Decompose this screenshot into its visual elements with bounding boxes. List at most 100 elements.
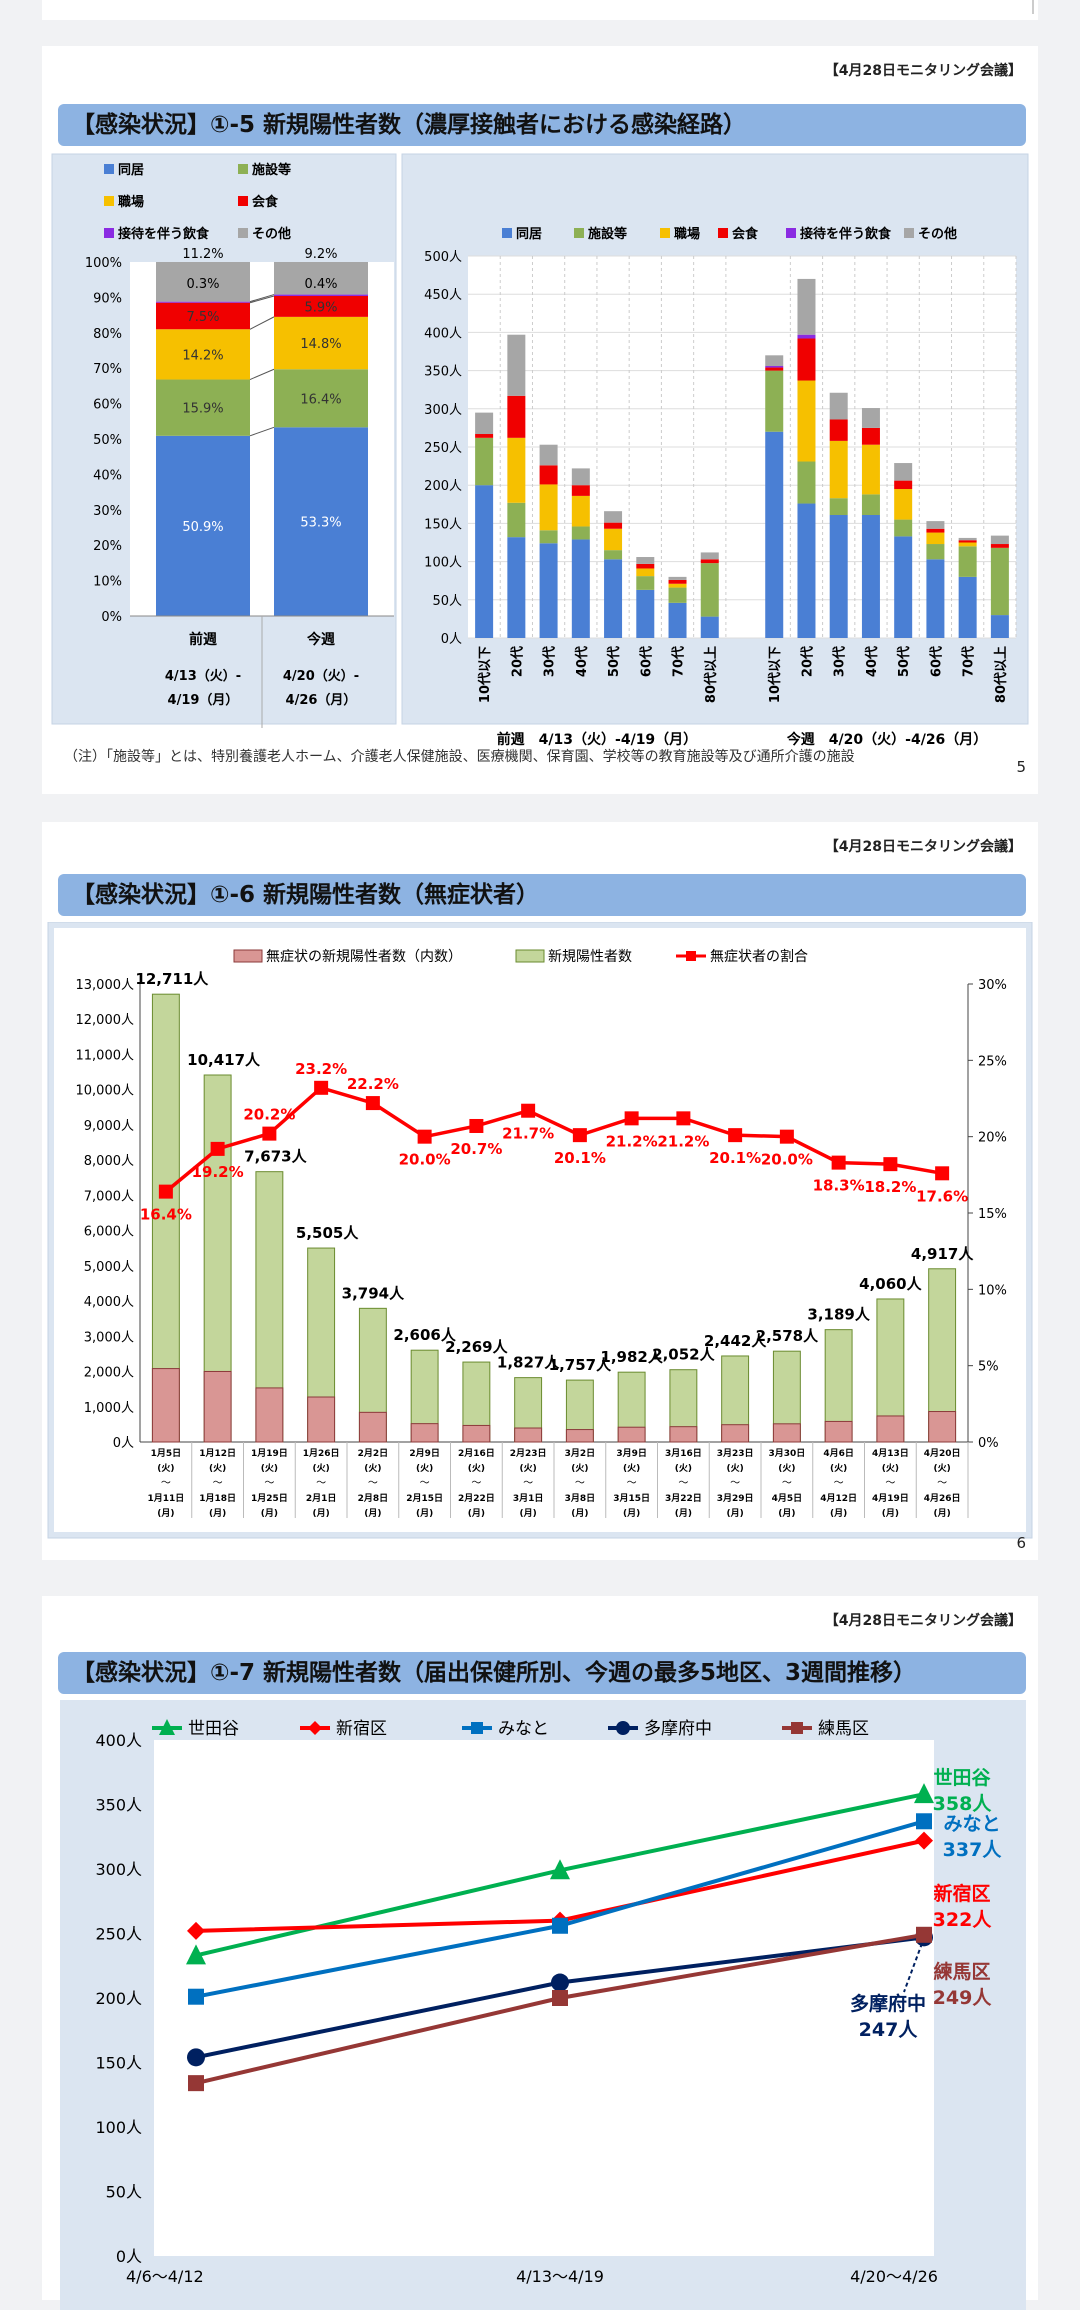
bar-segment xyxy=(668,602,687,638)
bar-segment xyxy=(829,419,848,441)
ratio-point xyxy=(935,1166,950,1181)
day-label: (月) xyxy=(520,1508,537,1519)
legend-swatch xyxy=(660,228,670,238)
tilde: 〜 xyxy=(264,1478,274,1489)
y-tick-label: 2,000人 xyxy=(84,1366,134,1381)
legend-swatch xyxy=(718,228,728,238)
data-label: 50.9% xyxy=(182,520,223,535)
category-label: 70代 xyxy=(961,646,977,677)
total-label: 2,606人 xyxy=(393,1326,456,1344)
bar-segment xyxy=(507,395,526,438)
category-label: 80代以上 xyxy=(993,646,1009,703)
bar-segment xyxy=(475,434,494,438)
bar-segment xyxy=(156,262,250,302)
week-start: 1月19日 xyxy=(251,1448,288,1459)
ratio-point xyxy=(572,1128,587,1143)
legend-label: 会食 xyxy=(252,194,279,210)
bar-segment xyxy=(636,568,655,577)
day-label: (火) xyxy=(675,1463,692,1474)
total-label: 4,917人 xyxy=(911,1245,974,1263)
page-number: 5 xyxy=(1016,758,1026,776)
category-label: 60代 xyxy=(928,646,944,677)
legend-swatch xyxy=(686,951,696,961)
slide-5: 【4月28日モニタリング会議】 【感染状況】①-5 新規陽性者数（濃厚接触者にお… xyxy=(42,46,1038,794)
group-label: 前週 4/13（火）-4/19（月） xyxy=(497,731,697,748)
ratio-point xyxy=(365,1096,380,1111)
y-tick-label: 4,000人 xyxy=(84,1295,134,1310)
y-tick-label: 80% xyxy=(93,327,122,342)
bar-segment xyxy=(990,535,1009,545)
previous-slide-edge xyxy=(42,0,1038,20)
series-marker xyxy=(471,1722,483,1734)
period-label: 4/13（火）- xyxy=(165,668,241,684)
bar-segment xyxy=(571,485,590,496)
bar-segment xyxy=(571,539,590,638)
data-label: 0.3% xyxy=(186,277,219,292)
y-tick-label: 40% xyxy=(93,468,122,483)
week-end: 2月8日 xyxy=(358,1493,389,1504)
week-end: 4月12日 xyxy=(820,1493,857,1504)
category-label: 30代 xyxy=(542,646,558,677)
data-label: 16.4% xyxy=(300,392,341,407)
y-tick-label: 10% xyxy=(93,575,122,590)
legend-swatch xyxy=(104,228,114,238)
asymptomatic-bar xyxy=(307,1396,336,1443)
y-tick-label: 100% xyxy=(85,256,122,271)
y-tick-label: 11,000人 xyxy=(76,1048,135,1063)
day-label: (月) xyxy=(261,1508,278,1519)
legend-swatch xyxy=(502,228,512,238)
data-label: 5.9% xyxy=(304,300,337,315)
bar-segment xyxy=(274,295,368,317)
tilde: 〜 xyxy=(627,1478,637,1489)
tilde: 〜 xyxy=(420,1478,430,1489)
tilde: 〜 xyxy=(161,1478,171,1489)
y2-tick-label: 30% xyxy=(978,978,1007,993)
tilde: 〜 xyxy=(885,1478,895,1489)
connector-line xyxy=(249,316,275,330)
ratio-label: 19.2% xyxy=(192,1163,244,1181)
connector-line xyxy=(249,368,275,380)
end-value: 358人 xyxy=(933,1793,993,1815)
ratio-point xyxy=(262,1126,277,1141)
bar-segment xyxy=(636,576,655,590)
legend-label: 接待を伴う飲食 xyxy=(800,226,892,242)
total-label: 3,189人 xyxy=(807,1306,870,1324)
total-label: 1,827人 xyxy=(497,1354,560,1372)
total-label: 2,269人 xyxy=(445,1338,508,1356)
ratio-point xyxy=(883,1157,898,1172)
data-label: 7.5% xyxy=(186,310,219,325)
ratio-line xyxy=(164,1085,943,1193)
legend-swatch xyxy=(104,196,114,206)
end-name: みなと xyxy=(943,1813,1000,1835)
group-label: 今週 4/20（火）-4/26（月） xyxy=(786,731,987,748)
meeting-label: 【4月28日モニタリング会議】 xyxy=(824,63,1022,79)
week-start: 3月16日 xyxy=(665,1448,702,1459)
tilde: 〜 xyxy=(678,1478,688,1489)
legend-label: その他 xyxy=(918,226,957,242)
y-tick-label: 50% xyxy=(93,433,122,448)
series-marker xyxy=(915,1831,933,1850)
ratio-point xyxy=(676,1111,691,1126)
day-label: (月) xyxy=(675,1508,692,1519)
period-label: 4/19（月） xyxy=(168,692,239,708)
legend-swatch xyxy=(104,164,114,174)
asymptomatic-bar xyxy=(358,1411,387,1443)
data-label: 0.4% xyxy=(304,277,337,292)
legend-swatch xyxy=(904,228,914,238)
bar-segment xyxy=(926,521,945,529)
y-tick-label: 450人 xyxy=(424,288,462,303)
x-tick-label: 4/13～4/19 xyxy=(516,2267,604,2286)
legend-swatch xyxy=(786,228,796,238)
bar-segment xyxy=(539,543,558,638)
bar-segment xyxy=(539,465,558,485)
bar-segment xyxy=(571,526,590,540)
y2-tick-label: 15% xyxy=(978,1207,1007,1222)
bar-segment xyxy=(636,589,655,638)
bar-segment xyxy=(539,484,558,531)
ratio-point xyxy=(158,1184,173,1199)
callout-line xyxy=(903,1943,923,1993)
bar-segment xyxy=(797,278,816,335)
y-tick-label: 0人 xyxy=(113,1436,134,1451)
y-tick-label: 9,000人 xyxy=(84,1119,134,1134)
data-label: 14.2% xyxy=(182,348,223,363)
